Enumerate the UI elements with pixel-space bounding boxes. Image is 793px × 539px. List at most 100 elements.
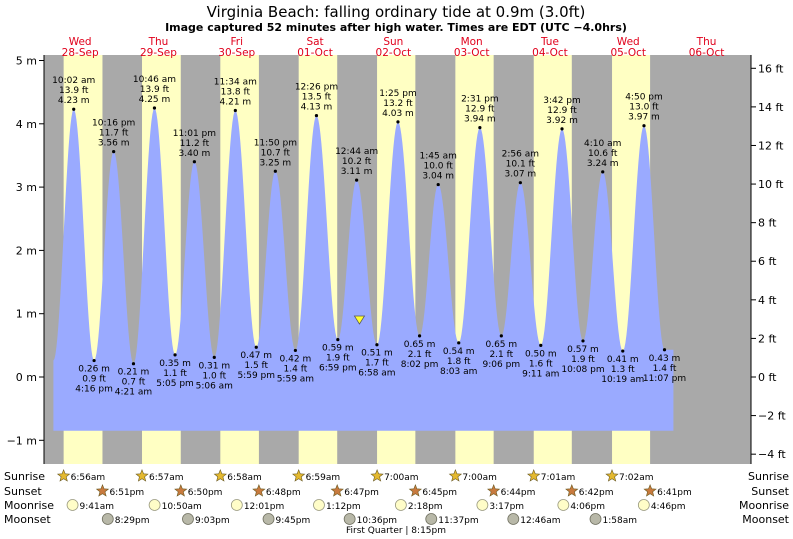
high-tide-feet: 10.1 ft [506,160,536,170]
tide-point [92,358,96,363]
moonset-icon [101,513,114,525]
moonset-icon [507,513,520,525]
tide-point [375,343,379,347]
sunset-icon [252,483,266,497]
high-tide-metres: 3.07 m [505,170,537,180]
y-left-tick-label: 0 m [16,371,37,384]
low-tide-time: 8:03 am [440,367,477,377]
tide-point [601,170,605,174]
chart-title: Virginia Beach: falling ordinary tide at… [207,3,586,21]
high-tide-metres: 3.04 m [422,172,454,182]
high-tide-feet: 13.8 ft [221,88,251,98]
high-tide-time: 10:16 pm [92,119,135,129]
high-tide-metres: 3.94 m [464,115,496,125]
low-tide-metres: 0.43 m [649,354,681,364]
moonset-row-label: Moonset [4,513,51,526]
low-tide-metres: 0.35 m [159,359,191,369]
moonrise-row-label: Moonrise [4,499,54,512]
high-tide-feet: 13.0 ft [629,103,659,113]
moonrise-time: 4:06pm [570,502,605,512]
y-left-tick-label: 4 m [16,118,37,131]
moonrise-icon [557,499,570,511]
high-tide-feet: 10.7 ft [261,148,291,158]
low-tide-time: 6:58 am [358,369,395,379]
day-name-label: Wed [69,36,92,48]
sunrise-time: 7:02am [619,473,654,483]
moonset-time: 9:03pm [195,516,230,526]
sunrise-time: 6:58am [227,473,262,483]
day-date-label: 05-Oct [610,47,646,59]
tide-point [417,334,422,338]
moonset-icon [425,513,438,525]
sunset-icon [330,483,344,497]
high-tide-metres: 3.25 m [260,158,292,168]
y-left-tick-label: 2 m [16,244,37,257]
low-tide-time: 6:59 pm [319,364,357,374]
sunset-time: 6:45pm [422,488,457,498]
moonrise-time: 12:01pm [244,502,284,512]
low-tide-feet: 1.4 ft [284,364,308,374]
tide-point [152,106,157,110]
moonrise-time: 4:46pm [651,502,686,512]
moonset-time: 9:45pm [276,516,311,526]
sunset-icon [643,483,657,497]
day-name-label: Wed [617,36,640,48]
high-tide-metres: 4.21 m [220,98,252,108]
day-date-label: 06-Oct [689,47,725,59]
high-tide-time: 3:42 pm [543,96,581,106]
low-tide-metres: 0.47 m [240,351,272,361]
y-right-tick-label: 6 ft [758,255,777,268]
tide-point [192,160,196,164]
tide-area [53,108,674,431]
low-tide-feet: 1.0 ft [202,371,226,381]
low-tide-feet: 1.6 ft [529,359,553,369]
sunset-time: 6:51pm [109,488,144,498]
y-right-tick-label: 0 ft [758,371,777,384]
low-tide-feet: 1.8 ft [447,357,471,367]
tide-point [436,182,440,187]
high-tide-time: 1:45 am [420,152,457,162]
sunset-icon [95,483,110,497]
high-tide-feet: 13.5 ft [302,93,332,103]
tide-point [336,338,340,342]
sunrise-time: 7:01am [541,473,576,483]
low-tide-metres: 0.65 m [485,340,517,350]
tide-point [112,150,116,154]
high-tide-feet: 13.9 ft [59,86,89,96]
moonrise-time: 1:12pm [326,502,361,512]
high-tide-time: 11:01 pm [173,129,216,139]
tide-curve [53,108,674,431]
low-tide-metres: 0.65 m [404,340,436,350]
moonrise-time: 9:41am [80,502,115,512]
high-tide-feet: 13.9 ft [140,85,170,95]
moonrise-icon [66,499,79,511]
tide-point [642,124,646,128]
moonrise-row-label-right: Moonrise [739,499,789,512]
y-left-tick-label: 3 m [16,181,37,194]
high-tide-feet: 10.6 ft [588,149,618,159]
low-tide-time: 5:05 pm [156,379,194,389]
low-tide-time: 5:59 am [277,374,314,384]
sunset-time: 6:44pm [501,488,536,498]
high-tide-time: 12:26 pm [295,83,338,93]
low-tide-time: 4:16 pm [75,385,113,395]
sunrise-time: 6:59am [306,473,341,483]
high-tide-metres: 3.40 m [179,149,211,159]
sunrise-row-label-right: Sunrise [748,470,789,483]
sunrise-time: 7:00am [384,473,419,483]
high-tide-metres: 3.24 m [587,159,619,169]
y-right-tick-label: 14 ft [758,101,784,114]
sunrise-icon [292,468,306,482]
low-tide-metres: 0.42 m [280,354,312,364]
moonset-icon [589,513,602,525]
y-right-tick-label: 8 ft [758,217,777,230]
sunrise-icon [605,468,619,482]
high-tide-metres: 3.92 m [546,116,578,126]
tide-point [314,113,319,118]
sunrise-icon [370,468,384,482]
moonrise-icon [313,499,325,511]
y-right-tick-label: 10 ft [758,178,784,191]
tide-point [173,353,177,357]
low-tide-feet: 0.9 ft [82,375,106,385]
